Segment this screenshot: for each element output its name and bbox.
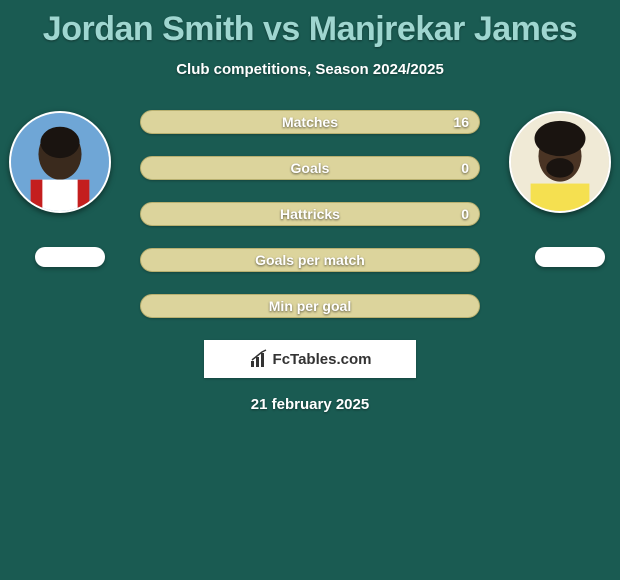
player-right-rating-pill bbox=[535, 247, 605, 267]
stat-right-value: 16 bbox=[453, 114, 469, 130]
stat-label: Min per goal bbox=[141, 298, 479, 314]
stat-label: Goals per match bbox=[141, 252, 479, 268]
stat-bar-goals: Goals 0 bbox=[140, 156, 480, 180]
comparison-area: Matches 16 Goals 0 Hattricks 0 Goals per… bbox=[0, 106, 620, 413]
brand-text: FcTables.com bbox=[273, 351, 372, 368]
subtitle: Club competitions, Season 2024/2025 bbox=[0, 61, 620, 78]
date-label: 21 february 2025 bbox=[0, 396, 620, 413]
player-left-avatar bbox=[9, 111, 111, 213]
stats-bars: Matches 16 Goals 0 Hattricks 0 Goals per… bbox=[140, 106, 480, 318]
stat-right-value: 0 bbox=[461, 206, 469, 222]
player-left-rating-pill bbox=[35, 247, 105, 267]
page-title: Jordan Smith vs Manjrekar James bbox=[0, 0, 620, 49]
stat-bar-matches: Matches 16 bbox=[140, 110, 480, 134]
brand-chart-icon bbox=[249, 349, 269, 369]
stat-label: Hattricks bbox=[141, 206, 479, 222]
avatar-right-icon bbox=[511, 113, 609, 211]
stat-bar-hattricks: Hattricks 0 bbox=[140, 202, 480, 226]
stat-bar-min-per-goal: Min per goal bbox=[140, 294, 480, 318]
player-right-avatar bbox=[509, 111, 611, 213]
avatar-left-icon bbox=[11, 113, 109, 211]
stat-right-value: 0 bbox=[461, 160, 469, 176]
stat-label: Matches bbox=[141, 114, 479, 130]
brand-badge: FcTables.com bbox=[204, 340, 416, 378]
stat-bar-goals-per-match: Goals per match bbox=[140, 248, 480, 272]
stat-label: Goals bbox=[141, 160, 479, 176]
